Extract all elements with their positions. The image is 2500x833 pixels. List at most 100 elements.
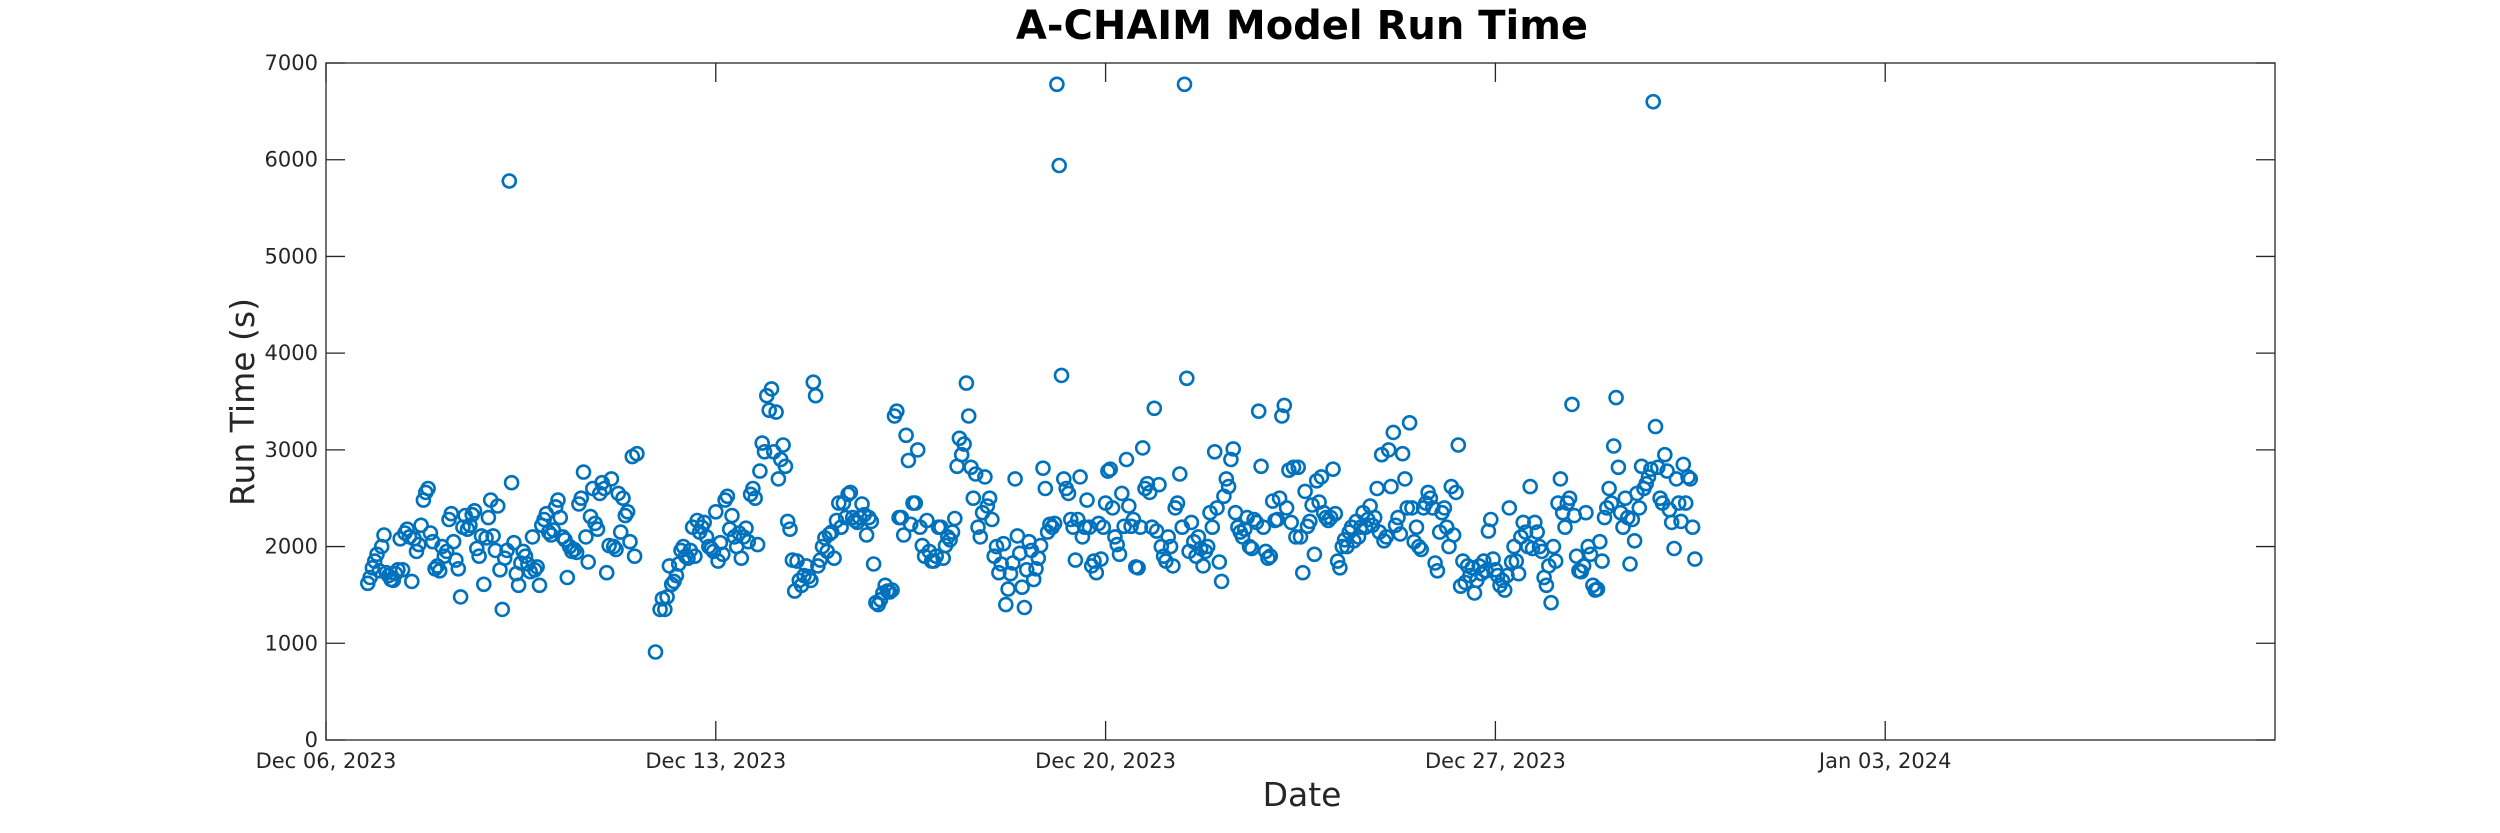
data-point — [907, 495, 924, 511]
data-point — [1179, 370, 1195, 387]
data-point — [953, 446, 970, 463]
data-point — [1501, 500, 1518, 516]
data-point — [1220, 478, 1237, 495]
data-point — [605, 538, 622, 555]
data-point — [1253, 458, 1269, 475]
data-point — [1494, 572, 1511, 589]
data-point — [884, 582, 900, 598]
data-point — [517, 548, 534, 565]
data-point — [1292, 529, 1309, 545]
data-point — [805, 374, 822, 391]
data-point — [1093, 551, 1109, 567]
data-point — [445, 533, 462, 550]
data-point — [1007, 471, 1023, 487]
data-point — [1529, 524, 1545, 540]
data-point — [1276, 397, 1293, 414]
data-point — [1483, 511, 1499, 528]
data-point — [410, 536, 427, 553]
data-point — [1564, 396, 1580, 413]
data-point — [1025, 571, 1042, 588]
data-point — [1670, 495, 1687, 511]
data-point — [995, 535, 1012, 552]
data-point — [1060, 485, 1077, 502]
data-point — [958, 375, 975, 391]
chart-title: A-CHAIM Model Run Time — [1016, 3, 1588, 49]
data-point — [1053, 367, 1070, 384]
data-point — [798, 558, 815, 574]
data-point — [1139, 475, 1156, 492]
data-point — [1176, 76, 1193, 93]
data-point — [422, 525, 439, 541]
data-point — [1327, 505, 1344, 522]
data-point — [1218, 471, 1235, 487]
data-point — [1306, 546, 1323, 563]
data-point — [1172, 466, 1188, 482]
data-point — [1209, 500, 1225, 516]
data-point — [888, 403, 905, 420]
data-point — [735, 529, 752, 545]
data-point — [1687, 551, 1703, 567]
data-point — [761, 402, 778, 419]
data-point — [1643, 461, 1659, 478]
data-point — [984, 511, 1000, 528]
data-points — [359, 76, 1703, 660]
x-tick-label: Dec 13, 2023 — [645, 749, 786, 773]
data-point — [972, 529, 989, 545]
data-point — [619, 503, 636, 520]
data-point — [1527, 514, 1543, 531]
data-point — [1141, 484, 1158, 501]
data-point — [1056, 471, 1072, 487]
data-point — [1241, 538, 1258, 555]
data-point — [1675, 456, 1692, 473]
data-point — [1561, 490, 1578, 507]
data-point — [1313, 469, 1330, 485]
data-point — [745, 480, 761, 497]
data-point — [1160, 529, 1176, 545]
data-point — [881, 584, 898, 600]
data-point — [1638, 475, 1654, 492]
data-point — [733, 550, 750, 567]
data-point — [1666, 540, 1682, 557]
data-point — [1118, 451, 1135, 468]
plot-area-box — [325, 62, 2276, 741]
data-point — [390, 561, 406, 578]
data-point — [997, 596, 1014, 613]
data-point — [970, 519, 986, 536]
data-point — [1401, 414, 1418, 431]
data-point — [1123, 518, 1139, 535]
data-point — [626, 548, 643, 565]
data-point — [496, 550, 513, 567]
data-point — [615, 490, 631, 507]
data-point — [1684, 519, 1701, 536]
data-point — [1422, 490, 1439, 507]
data-point — [1095, 519, 1112, 536]
data-point — [696, 514, 713, 531]
data-point — [858, 527, 875, 543]
data-point — [1332, 559, 1348, 576]
x-tick-label: Dec 06, 2023 — [256, 749, 397, 773]
data-point — [1427, 555, 1443, 571]
data-point — [1130, 559, 1146, 576]
data-point — [1650, 459, 1666, 476]
data-point — [1510, 565, 1527, 582]
data-point — [612, 524, 629, 540]
data-point — [1369, 480, 1385, 497]
data-point — [1522, 478, 1538, 495]
data-point — [680, 550, 696, 567]
data-point — [559, 569, 576, 586]
x-axis-label: Date — [1263, 775, 1342, 814]
data-point — [1589, 581, 1606, 597]
data-point — [1151, 476, 1167, 493]
data-point — [977, 469, 993, 485]
data-point — [1390, 509, 1406, 526]
data-point — [939, 529, 956, 545]
data-point — [1028, 560, 1044, 577]
data-point — [1035, 460, 1051, 477]
data-point — [394, 561, 411, 578]
data-point — [1380, 442, 1397, 458]
data-point — [1547, 553, 1564, 569]
data-point — [1383, 478, 1399, 495]
data-point — [956, 436, 972, 452]
data-point — [566, 541, 583, 558]
data-point — [1114, 485, 1130, 502]
